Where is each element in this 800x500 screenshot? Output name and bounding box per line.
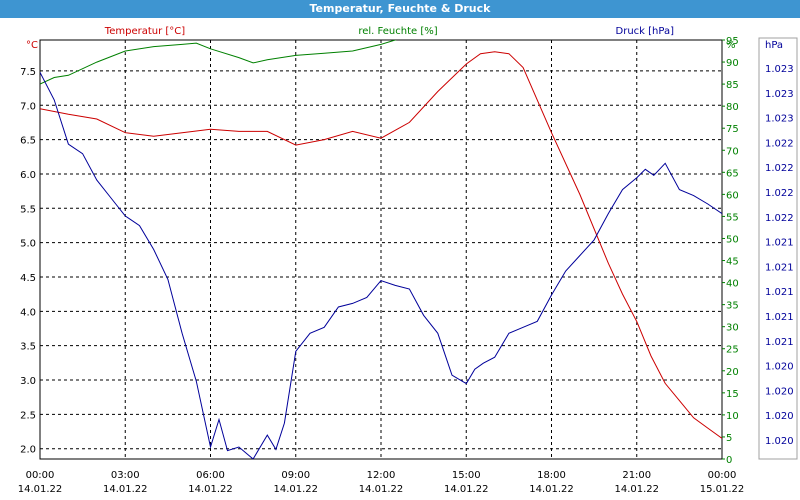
x-tick-time-label: 00:00 (26, 470, 55, 481)
series-line-temp (40, 51, 722, 439)
humidity-tick-label: 85 (726, 80, 739, 91)
series-line-humidity (40, 40, 397, 85)
pressure-tick-label: 1.023 (765, 114, 794, 125)
humidity-tick-label: 95 (726, 36, 739, 47)
humidity-tick-label: 10 (726, 411, 739, 422)
pressure-tick-label: 1.022 (765, 138, 794, 149)
x-tick-time-label: 03:00 (111, 470, 140, 481)
x-tick-date-label: 14.01.22 (614, 484, 659, 495)
x-tick-time-label: 06:00 (196, 470, 225, 481)
pressure-tick-label: 1.022 (765, 213, 794, 224)
temp-tick-label: 5.5 (20, 204, 36, 215)
temp-tick-label: 2.5 (20, 410, 36, 421)
pressure-tick-label: 1.020 (765, 436, 794, 447)
temp-unit-label: °C (26, 40, 38, 51)
temp-tick-label: 4.5 (20, 273, 36, 284)
humidity-unit-label: % (726, 40, 736, 51)
humidity-tick-label: 80 (726, 102, 739, 113)
series-line-pressure (40, 72, 722, 459)
pressure-tick-label: 1.022 (765, 188, 794, 199)
pressure-tick-label: 1.020 (765, 411, 794, 422)
x-tick-date-label: 14.01.22 (359, 484, 404, 495)
chart-title: Temperatur, Feuchte & Druck (0, 0, 800, 18)
x-tick-time-label: 21:00 (622, 470, 651, 481)
pressure-axis-frame (758, 37, 798, 460)
x-tick-date-label: 15.01.22 (700, 484, 745, 495)
temp-tick-label: 3.5 (20, 342, 36, 353)
pressure-tick-label: 1.020 (765, 386, 794, 397)
x-tick-date-label: 14.01.22 (103, 484, 148, 495)
temp-tick-label: 6.0 (20, 170, 36, 181)
x-tick-time-label: 15:00 (452, 470, 481, 481)
humidity-tick-label: 35 (726, 301, 739, 312)
pressure-tick-label: 1.021 (765, 337, 794, 348)
humidity-tick-label: 75 (726, 124, 739, 135)
pressure-tick-label: 1.021 (765, 312, 794, 323)
temp-tick-label: 6.5 (20, 136, 36, 147)
temp-tick-label: 2.0 (20, 445, 36, 456)
humidity-tick-label: 70 (726, 146, 739, 157)
legend-label-pressure: Druck [hPa] (616, 26, 675, 37)
x-tick-date-label: 14.01.22 (188, 484, 233, 495)
x-tick-time-label: 09:00 (281, 470, 310, 481)
pressure-unit-label: hPa (765, 40, 783, 51)
temp-tick-label: 7.5 (20, 67, 36, 78)
temp-tick-label: 4.0 (20, 307, 36, 318)
pressure-tick-label: 1.021 (765, 238, 794, 249)
humidity-tick-label: 50 (726, 234, 739, 245)
humidity-tick-label: 90 (726, 58, 739, 69)
humidity-tick-label: 20 (726, 367, 739, 378)
humidity-tick-label: 30 (726, 323, 739, 334)
pressure-tick-label: 1.020 (765, 362, 794, 373)
temp-tick-label: 5.0 (20, 239, 36, 250)
x-tick-time-label: 00:00 (708, 470, 737, 481)
legend-label-humidity: rel. Feuchte [%] (358, 26, 437, 37)
x-tick-date-label: 14.01.22 (18, 484, 63, 495)
humidity-tick-label: 0 (726, 455, 732, 466)
humidity-tick-label: 25 (726, 345, 739, 356)
temp-tick-label: 3.0 (20, 376, 36, 387)
x-tick-date-label: 14.01.22 (273, 484, 318, 495)
x-tick-date-label: 14.01.22 (444, 484, 489, 495)
humidity-tick-label: 60 (726, 190, 739, 201)
temp-tick-label: 7.0 (20, 101, 36, 112)
pressure-tick-label: 1.023 (765, 89, 794, 100)
x-tick-date-label: 14.01.22 (529, 484, 574, 495)
legend-label-temp: Temperatur [°C] (104, 26, 185, 37)
pressure-tick-label: 1.023 (765, 64, 794, 75)
humidity-tick-label: 45 (726, 257, 739, 268)
x-tick-time-label: 18:00 (537, 470, 566, 481)
x-tick-time-label: 12:00 (367, 470, 396, 481)
humidity-tick-label: 55 (726, 212, 739, 223)
humidity-tick-label: 40 (726, 279, 739, 290)
humidity-tick-label: 5 (726, 433, 732, 444)
pressure-tick-label: 1.021 (765, 262, 794, 273)
humidity-tick-label: 65 (726, 168, 739, 179)
pressure-tick-label: 1.022 (765, 163, 794, 174)
humidity-tick-label: 15 (726, 389, 739, 400)
pressure-tick-label: 1.021 (765, 287, 794, 298)
